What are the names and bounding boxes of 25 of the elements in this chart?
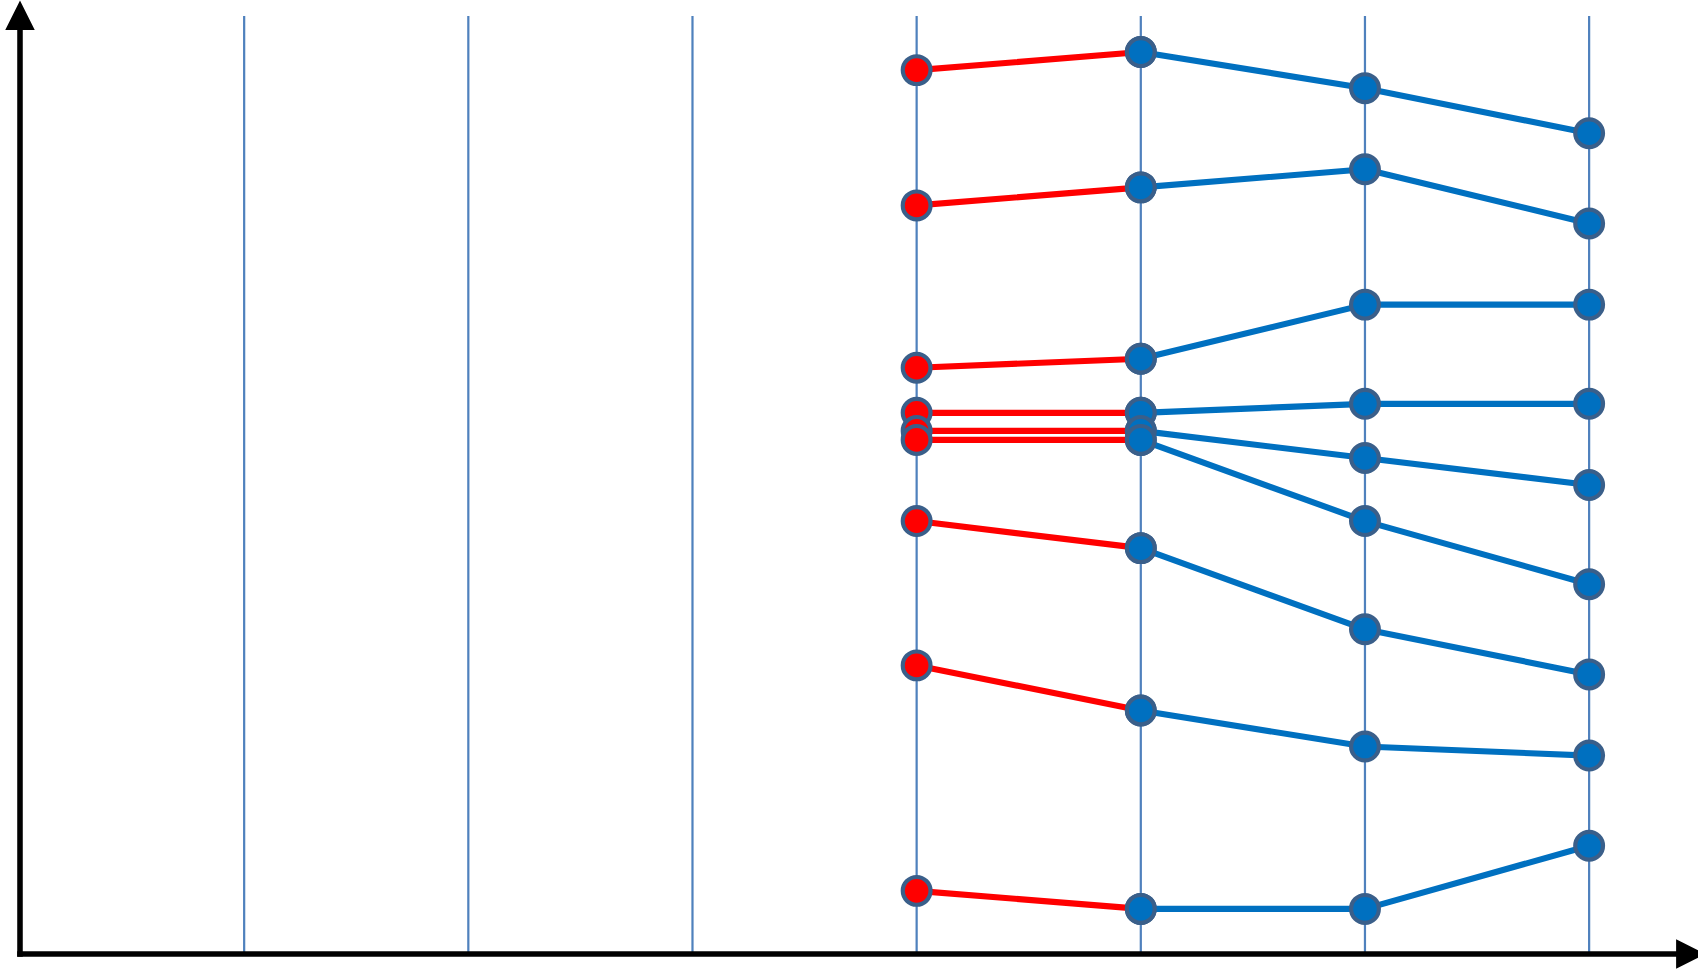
point bbox=[1573, 469, 1606, 501]
point bbox=[900, 423, 933, 456]
point bbox=[1573, 387, 1606, 420]
point bbox=[1573, 739, 1606, 772]
point bbox=[900, 874, 933, 907]
point bbox=[900, 189, 933, 222]
point bbox=[1348, 72, 1381, 105]
point bbox=[1573, 829, 1606, 862]
point bbox=[1348, 730, 1381, 763]
point bbox=[1348, 153, 1381, 186]
point bbox=[1348, 387, 1381, 420]
point bbox=[900, 54, 933, 87]
point bbox=[1348, 613, 1381, 646]
point bbox=[1573, 568, 1606, 601]
point bbox=[900, 505, 933, 538]
point bbox=[1348, 892, 1381, 925]
point bbox=[1348, 288, 1381, 321]
point bbox=[1573, 207, 1606, 240]
point bbox=[900, 649, 933, 682]
point bbox=[1348, 441, 1381, 474]
point bbox=[1348, 505, 1381, 538]
point bbox=[1573, 288, 1606, 321]
point bbox=[1573, 117, 1606, 150]
point bbox=[900, 351, 933, 384]
point bbox=[1573, 658, 1606, 691]
